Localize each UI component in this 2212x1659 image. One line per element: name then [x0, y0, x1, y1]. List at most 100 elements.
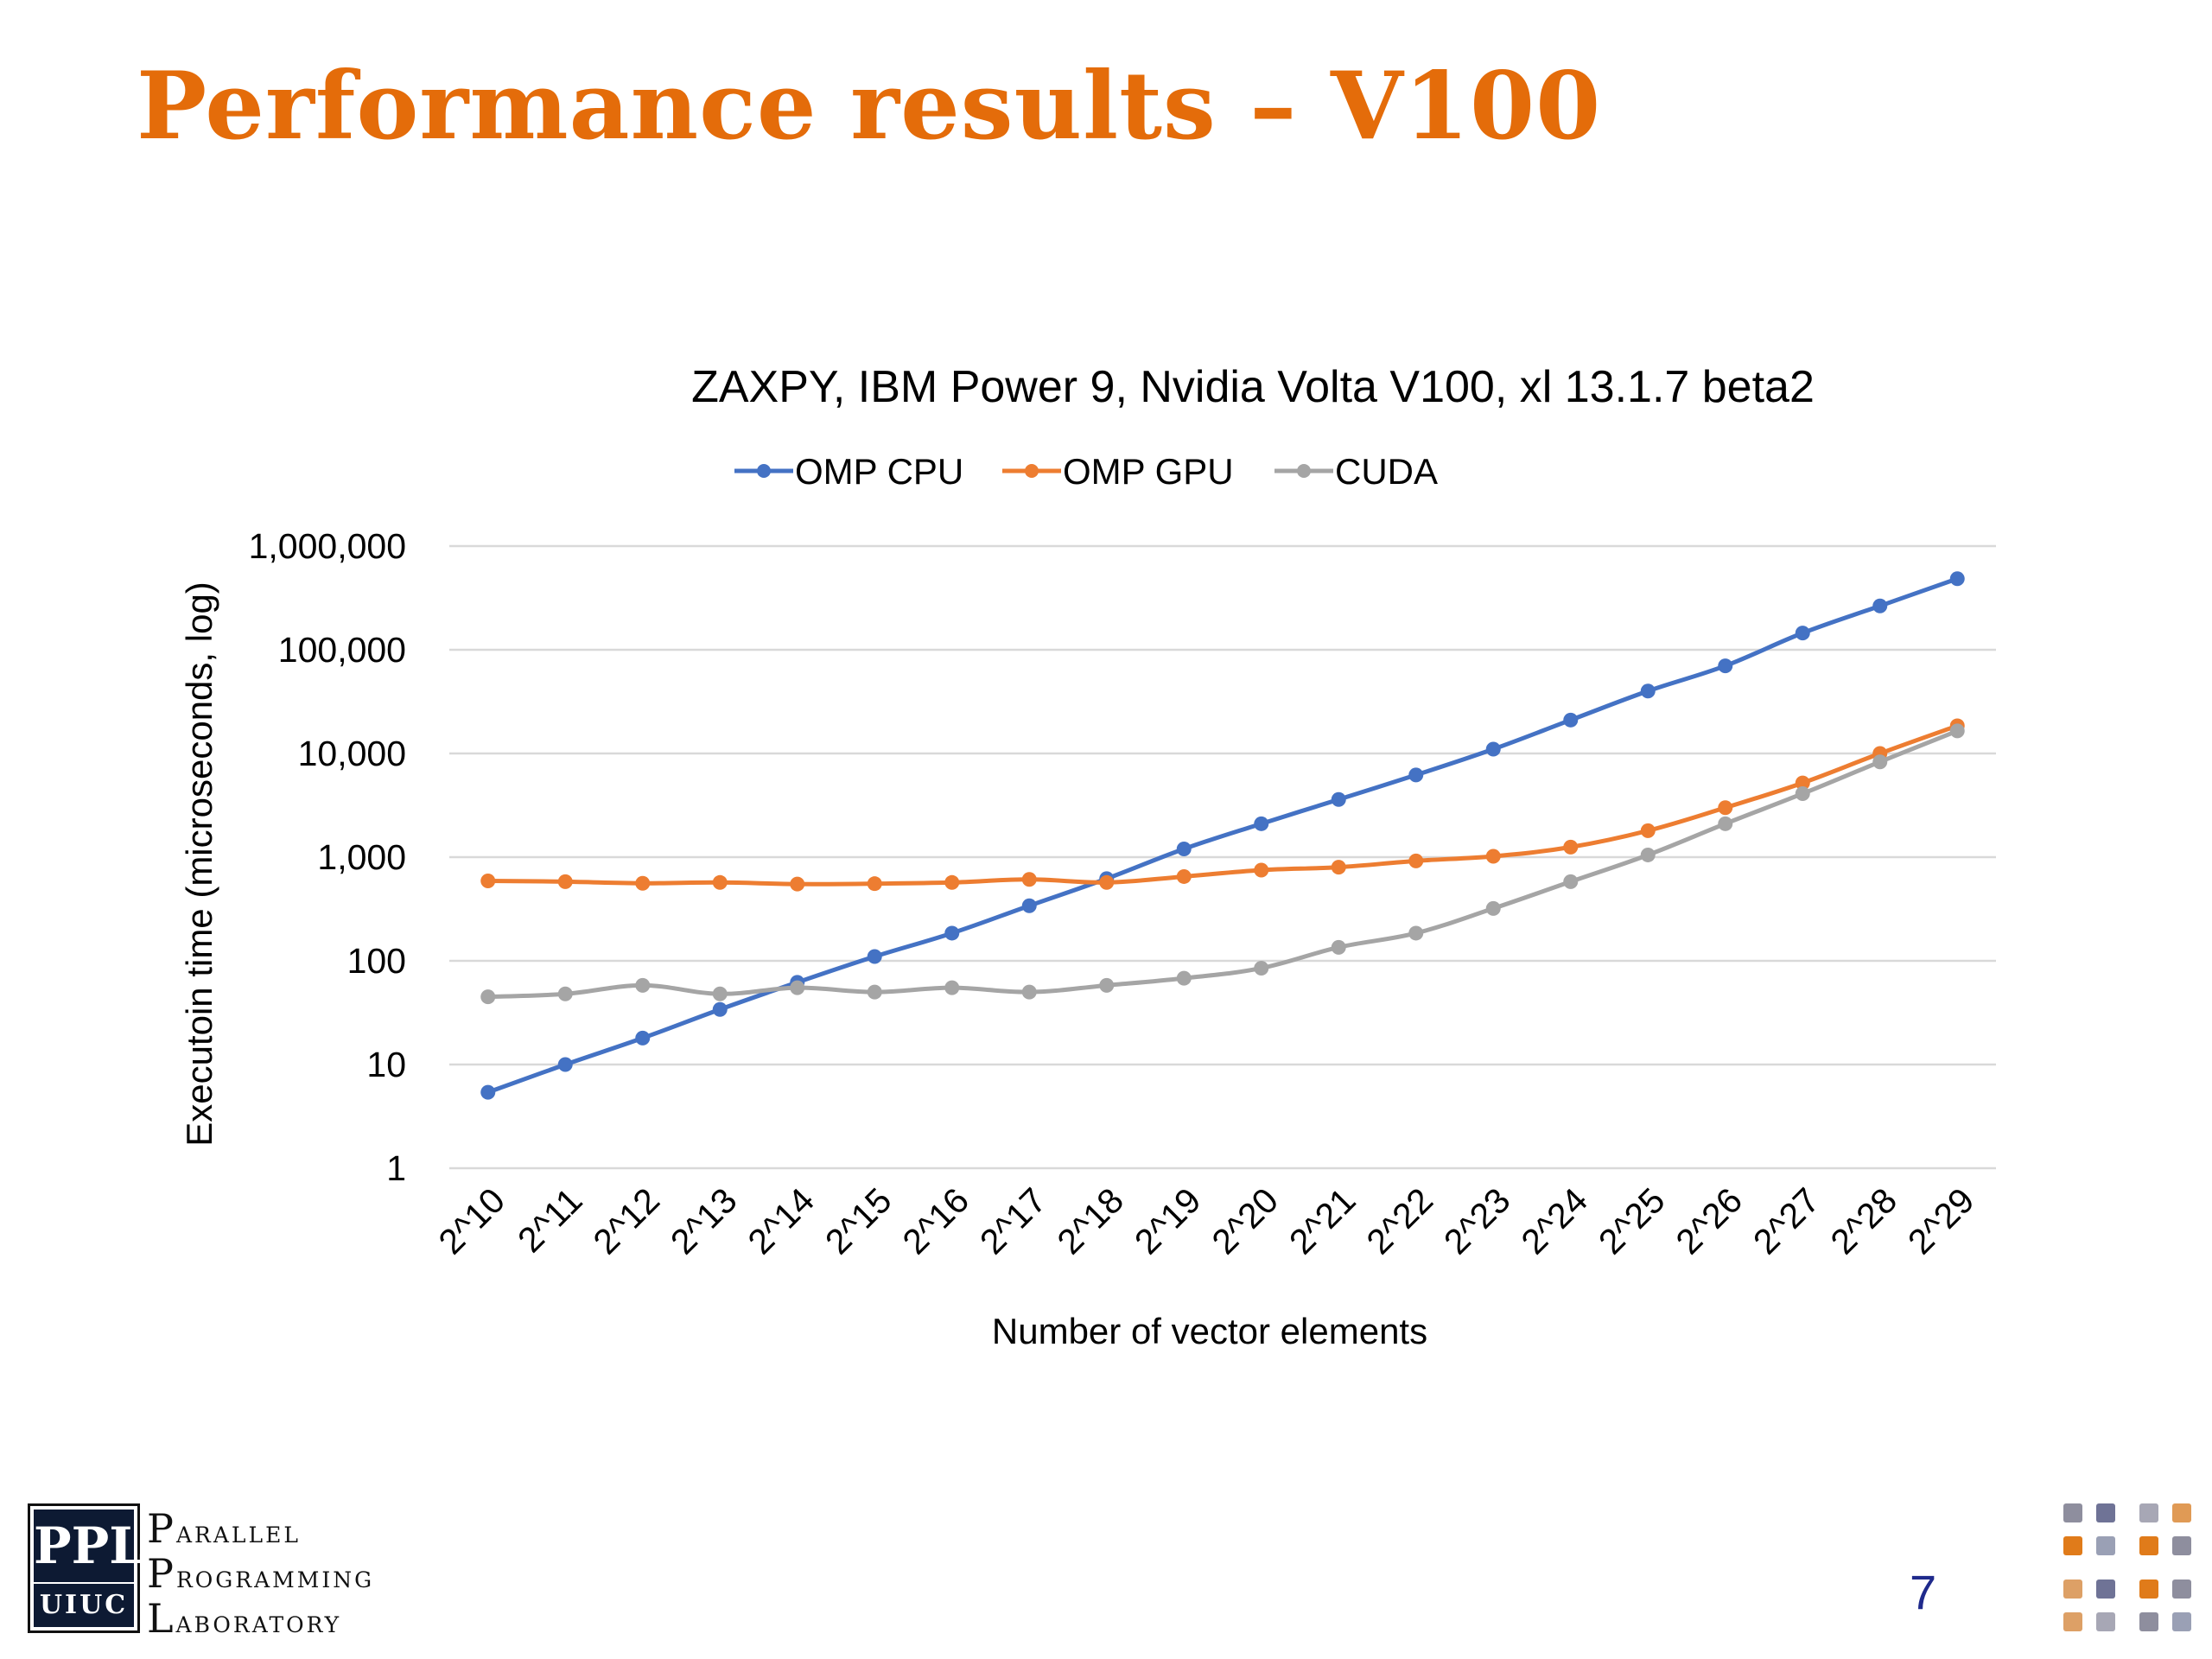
data-point-omp-gpu: [1718, 800, 1733, 816]
x-tick-label: 2^22: [1359, 1180, 1441, 1262]
data-point-omp-cpu: [1485, 741, 1501, 757]
data-point-cuda: [1331, 939, 1346, 955]
y-tick-label: 10,000: [298, 734, 406, 773]
logo-cell: [2063, 1580, 2082, 1599]
y-tick-label: 1: [386, 1148, 406, 1188]
data-point-omp-gpu: [1408, 853, 1424, 868]
data-point-omp-cpu: [1021, 898, 1037, 913]
data-point-omp-cpu: [1949, 571, 1965, 587]
logo-cell: [2172, 1612, 2191, 1631]
y-tick-label: 1,000,000: [249, 526, 406, 566]
legend-label: CUDA: [1335, 451, 1438, 492]
data-point-cuda: [944, 980, 960, 995]
x-axis-ticks: 2^102^112^122^132^142^152^162^172^182^19…: [431, 1180, 1982, 1262]
data-point-omp-gpu: [1021, 872, 1037, 887]
data-point-omp-gpu: [1640, 823, 1656, 838]
series-cuda: [480, 723, 1965, 1005]
data-point-cuda: [1485, 900, 1501, 916]
logo-cell: [2096, 1536, 2115, 1555]
y-tick-label: 1,000: [317, 837, 406, 877]
data-point-omp-cpu: [1254, 816, 1269, 831]
ppl-logo-top: PPL: [34, 1510, 144, 1582]
chart-gridlines: [449, 544, 1996, 1170]
legend-marker: [1297, 464, 1311, 478]
legend-label: OMP CPU: [795, 451, 963, 492]
data-point-omp-cpu: [635, 1030, 651, 1046]
data-point-omp-gpu: [1331, 860, 1346, 875]
x-tick-label: 2^10: [431, 1180, 513, 1262]
x-tick-label: 2^19: [1127, 1180, 1209, 1262]
data-point-omp-gpu: [944, 874, 960, 890]
grid-logo-icon: [2063, 1503, 2202, 1642]
data-point-omp-cpu: [867, 949, 882, 964]
data-point-omp-cpu: [1331, 791, 1346, 807]
logo-line-laboratory: Laboratory: [147, 1595, 342, 1642]
legend-item-omp-cpu: OMP CPU: [734, 451, 963, 492]
page-number: 7: [1910, 1565, 1937, 1619]
logo-cell: [2063, 1536, 2082, 1555]
logo-line-programming: Programming: [147, 1550, 375, 1597]
x-tick-label: 2^29: [1900, 1180, 1982, 1262]
data-point-omp-cpu: [944, 925, 960, 941]
y-axis-label: Executoin time (microseconds, log): [179, 582, 219, 1147]
data-point-cuda: [1640, 847, 1656, 862]
x-axis-label: Number of vector elements: [992, 1311, 1427, 1351]
data-point-cuda: [1021, 984, 1037, 1000]
data-point-omp-gpu: [1563, 839, 1579, 855]
logo-cell: [2172, 1580, 2191, 1599]
x-tick-label: 2^18: [1050, 1180, 1132, 1262]
data-point-omp-cpu: [712, 1001, 728, 1017]
data-point-cuda: [480, 989, 496, 1005]
x-tick-label: 2^21: [1281, 1180, 1363, 1262]
data-point-omp-gpu: [635, 875, 651, 891]
data-point-cuda: [1254, 960, 1269, 976]
data-point-omp-gpu: [867, 876, 882, 892]
data-point-omp-cpu: [1176, 841, 1192, 856]
data-point-cuda: [1718, 816, 1733, 831]
y-tick-label: 100: [347, 941, 406, 981]
x-tick-label: 2^11: [510, 1180, 589, 1260]
x-tick-label: 2^14: [741, 1180, 823, 1262]
data-point-omp-cpu: [1640, 683, 1656, 699]
y-axis-ticks: 1,000,000 100,000 10,000 1,000 100 10 1: [249, 526, 406, 1188]
data-point-omp-gpu: [480, 873, 496, 888]
data-point-omp-gpu: [1485, 849, 1501, 864]
x-tick-label: 2^24: [1514, 1180, 1596, 1262]
data-point-cuda: [1949, 723, 1965, 739]
data-point-cuda: [557, 986, 573, 1001]
x-tick-label: 2^28: [1823, 1180, 1905, 1262]
data-point-omp-gpu: [1254, 862, 1269, 878]
logo-cell: [2172, 1536, 2191, 1555]
x-tick-label: 2^15: [817, 1180, 899, 1262]
x-tick-label: 2^27: [1745, 1180, 1827, 1262]
logo-cell: [2063, 1612, 2082, 1631]
legend-item-cuda: CUDA: [1274, 451, 1438, 492]
y-tick-label: 10: [366, 1045, 406, 1084]
ppl-logo: PPL UIUC Parallel Programming Laboratory: [26, 1500, 410, 1642]
data-point-omp-gpu: [1099, 874, 1115, 890]
data-point-cuda: [867, 984, 882, 1000]
data-point-omp-gpu: [1795, 775, 1810, 791]
logo-cell: [2139, 1580, 2158, 1599]
data-point-cuda: [790, 980, 805, 995]
x-tick-label: 2^26: [1669, 1180, 1751, 1262]
data-point-cuda: [1176, 970, 1192, 986]
data-point-omp-gpu: [790, 876, 805, 892]
data-point-cuda: [635, 977, 651, 993]
legend-marker: [1025, 464, 1039, 478]
logo-cell: [2063, 1503, 2082, 1522]
data-point-cuda: [1408, 925, 1424, 941]
series-line-omp-cpu: [486, 576, 1959, 1095]
data-point-omp-gpu: [712, 874, 728, 890]
logo-cell: [2139, 1503, 2158, 1522]
ppl-logo-mark: PPL UIUC: [28, 1503, 144, 1633]
data-point-cuda: [1872, 754, 1888, 770]
data-point-omp-cpu: [1872, 598, 1888, 613]
x-tick-label: 2^23: [1436, 1180, 1518, 1262]
x-tick-label: 2^17: [972, 1180, 1054, 1262]
series-omp-cpu: [480, 571, 1965, 1100]
data-point-omp-cpu: [1563, 712, 1579, 728]
x-tick-label: 2^25: [1591, 1180, 1673, 1262]
data-point-omp-cpu: [557, 1057, 573, 1072]
